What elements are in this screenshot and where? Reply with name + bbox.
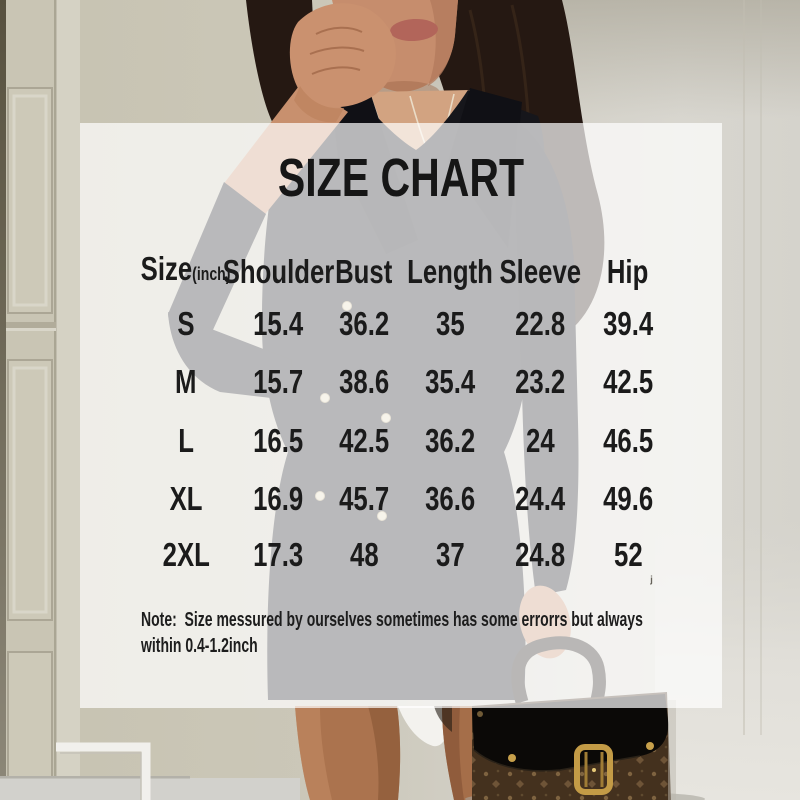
table-cell: 45.7 bbox=[338, 480, 390, 517]
header-sleeve: Sleeve bbox=[499, 252, 581, 290]
table-cell: 42.5 bbox=[602, 363, 654, 400]
table-cell: 36.6 bbox=[424, 480, 476, 517]
table-cell: 36.2 bbox=[338, 305, 390, 342]
table-cell: 24.8 bbox=[514, 536, 566, 573]
note-line-2: within 0.4-1.2inch bbox=[141, 635, 258, 657]
row-label: 2XL bbox=[162, 536, 210, 573]
stray-mark: ʲ bbox=[650, 573, 653, 589]
header-hip: Hip bbox=[607, 252, 649, 290]
table-cell: 37 bbox=[435, 536, 465, 573]
size-note: Note: Size messured by ourselves sometim… bbox=[141, 607, 800, 659]
table-cell: 35 bbox=[435, 305, 465, 342]
table-cell: 36.2 bbox=[424, 422, 476, 459]
table-cell: 48 bbox=[349, 536, 379, 573]
table-cell: 46.5 bbox=[602, 422, 654, 459]
model-hand bbox=[289, 3, 396, 123]
table-cell: 15.4 bbox=[252, 305, 304, 342]
row-label: XL bbox=[169, 480, 203, 517]
row-label: M bbox=[175, 363, 197, 400]
table-cell: 35.4 bbox=[424, 363, 476, 400]
title-text: SIZE CHART bbox=[277, 148, 525, 208]
table-cell: 15.7 bbox=[252, 363, 304, 400]
table-row-2xl: 2XL 17.3 48 37 24.8 52 bbox=[138, 532, 670, 578]
table-cell: 17.3 bbox=[252, 536, 304, 573]
table-cell: 24.4 bbox=[514, 480, 566, 517]
picture-frame bbox=[56, 742, 151, 800]
header-length: Length bbox=[407, 252, 493, 290]
door-panels bbox=[0, 0, 80, 800]
handbag bbox=[465, 636, 705, 800]
model-legs bbox=[295, 706, 507, 800]
handbag-buckle bbox=[574, 744, 613, 795]
table-cell: 49.6 bbox=[602, 480, 654, 517]
table-cell: 16.9 bbox=[252, 480, 304, 517]
table-cell: 38.6 bbox=[338, 363, 390, 400]
header-shoulder: Shoulder bbox=[222, 252, 334, 290]
table-cell: 52 bbox=[613, 536, 643, 573]
header-bust: Bust bbox=[335, 252, 393, 290]
table-cell: 23.2 bbox=[514, 363, 566, 400]
table-row-m: M 15.7 38.6 35.4 23.2 42.5 bbox=[138, 359, 670, 405]
table-row-s: S 15.4 36.2 35 22.8 39.4 bbox=[138, 301, 670, 347]
row-label: L bbox=[178, 422, 194, 459]
table-cell: 22.8 bbox=[514, 305, 566, 342]
table-cell: 42.5 bbox=[338, 422, 390, 459]
note-line-1: Note: Size messured by ourselves sometim… bbox=[141, 609, 643, 631]
header-size: Size(inch) bbox=[138, 246, 234, 297]
size-chart-header-row: Size(inch) Shoulder Bust Length Sleeve H… bbox=[138, 246, 670, 292]
size-chart-overlay: SIZE CHART Size(inch) Shoulder Bust Leng… bbox=[80, 123, 722, 708]
table-row-l: L 16.5 42.5 36.2 24 46.5 bbox=[138, 418, 670, 464]
table-cell: 39.4 bbox=[602, 305, 654, 342]
header-size-unit: (inch) bbox=[192, 264, 231, 284]
table-cell: 24 bbox=[525, 422, 555, 459]
table-row-xl: XL 16.9 45.7 36.6 24.4 49.6 bbox=[138, 476, 670, 522]
row-label: S bbox=[177, 305, 195, 342]
table-cell: 16.5 bbox=[252, 422, 304, 459]
size-chart-title: SIZE CHART bbox=[80, 147, 722, 209]
header-size-label: Size bbox=[141, 250, 193, 287]
